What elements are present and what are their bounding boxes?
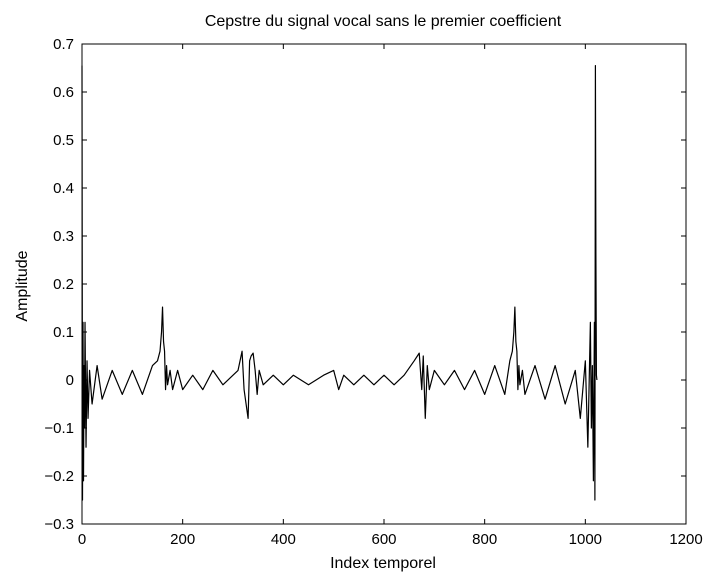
y-tick-label: 0.1	[53, 324, 74, 341]
x-tick-label: 200	[170, 531, 195, 548]
y-tick-label: −0.3	[44, 516, 74, 533]
y-tick-label: 0.4	[53, 180, 74, 197]
cepstrum-series-line	[81, 64, 598, 501]
y-tick-label: 0.7	[53, 36, 74, 53]
y-tick-label: 0	[66, 372, 74, 389]
x-axis-label: Index temporel	[330, 555, 436, 572]
y-tick-label: −0.2	[44, 468, 74, 485]
x-tick-label: 800	[472, 531, 497, 548]
plot-frame	[81, 43, 687, 525]
x-tick-label: 0	[78, 531, 86, 548]
x-tick-label: 1000	[569, 531, 602, 548]
y-tick-label: 0.6	[53, 84, 74, 101]
x-tick-label: 1200	[669, 531, 702, 548]
y-tick-label: 0.2	[53, 276, 74, 293]
x-tick-label: 400	[271, 531, 296, 548]
x-tick-label: 600	[371, 531, 396, 548]
y-tick-label: 0.5	[53, 132, 74, 149]
y-axis-label: Amplitude	[14, 250, 31, 321]
chart-title: Cepstre du signal vocal sans le premier …	[205, 13, 562, 30]
y-tick-label: 0.3	[53, 228, 74, 245]
y-tick-label: −0.1	[44, 420, 74, 437]
